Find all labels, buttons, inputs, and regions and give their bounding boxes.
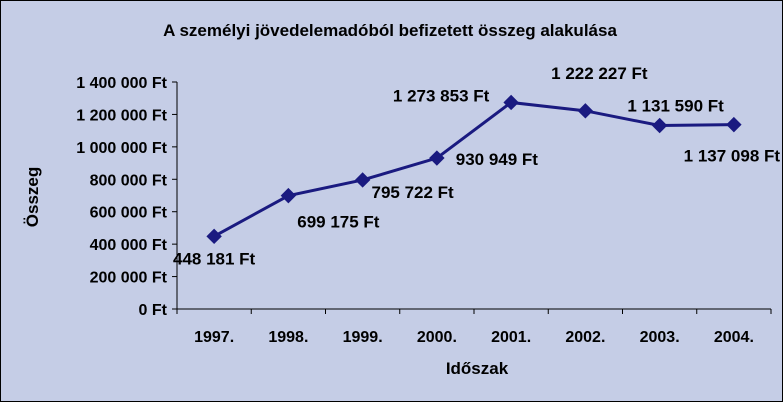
x-axis-title: Időszak [446,359,509,378]
y-axis: 0 Ft 200 000 Ft 400 000 Ft 600 000 Ft 800 00… [76,75,178,319]
data-label: 1 131 590 Ft [627,97,724,116]
data-point-marker [726,116,742,133]
data-point-marker [429,150,445,166]
data-label: 448 181 Ft [173,249,256,268]
x-tick-label: 1999. [343,329,383,346]
x-tick-label: 1997. [194,329,234,346]
data-label: 1 222 227 Ft [551,64,648,83]
series-line [213,100,734,238]
x-tick-label: 2002. [565,329,605,346]
x-tick-label: 1998. [268,329,308,346]
y-tick-label: 0 Ft [139,302,168,319]
series [206,94,742,245]
chart-title: A személyi jövedelemadóból befizetett ös… [163,21,617,40]
y-tick-label: 1 400 000 Ft [76,75,167,92]
y-axis-title: Összeg [23,167,42,227]
data-point-marker [651,117,668,134]
data-label: 699 175 Ft [297,213,380,232]
y-tick-label: 600 000 Ft [90,205,168,222]
data-point-marker [206,228,222,245]
data-point-marker [354,172,371,188]
data-label: 930 949 Ft [456,150,539,169]
y-tick-label: 400 000 Ft [90,237,168,254]
data-label: 1 137 098 Ft [684,147,781,166]
x-tick-label: 2004. [714,329,754,346]
data-label: 1 273 853 Ft [393,86,490,105]
y-tick-label: 200 000 Ft [90,270,168,287]
data-point-marker [503,94,519,111]
y-tick-label: 1 200 000 Ft [76,107,167,124]
data-point-marker [280,187,297,204]
data-label: 795 722 Ft [372,183,455,202]
y-tick-label: 800 000 Ft [90,172,168,189]
x-tick-label: 2000. [417,329,457,346]
x-tick-label: 2003. [640,329,680,346]
data-point-marker [577,103,594,119]
x-axis: 1997. 1998. 1999. 2000. 2001. 2002. 2003. 2004. [176,308,772,346]
x-tick-label: 2001. [491,329,531,346]
y-tick-label: 1 000 000 Ft [76,140,167,157]
